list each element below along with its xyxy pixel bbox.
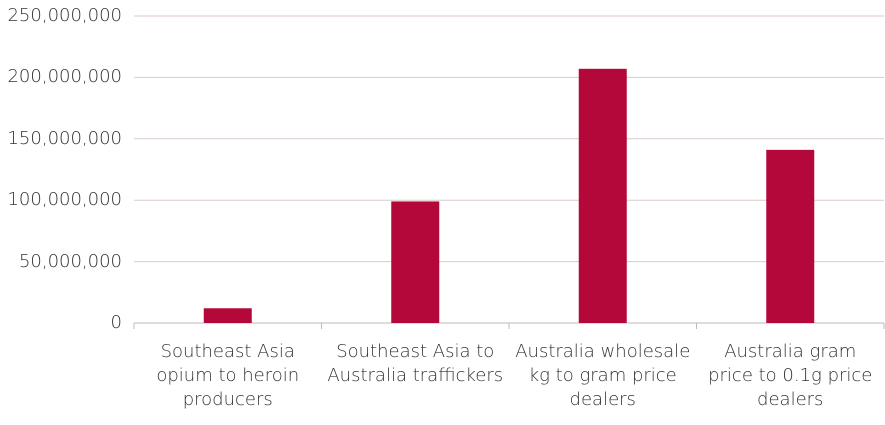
y-tick-label: 200,000,000 xyxy=(7,66,122,88)
bar xyxy=(391,201,440,323)
y-tick-label: 250,000,000 xyxy=(7,5,122,26)
y-tick-label: 50,000,000 xyxy=(18,250,122,272)
y-tick-label: 100,000,000 xyxy=(7,189,122,211)
x-tick-label: Australia gram price to 0.1g price deale… xyxy=(708,341,873,410)
x-tick-label: Southeast Asia opium to heroin producers xyxy=(156,341,300,410)
bar xyxy=(766,149,815,323)
bar xyxy=(578,68,627,323)
y-tick-label: 150,000,000 xyxy=(7,127,122,149)
y-tick-label: 0 xyxy=(110,312,122,333)
bar xyxy=(203,308,252,323)
x-tick-label: Australia wholesale kg to gram price dea… xyxy=(515,341,691,410)
x-tick-label: Southeast Asia to Australia traffickers xyxy=(327,341,504,386)
